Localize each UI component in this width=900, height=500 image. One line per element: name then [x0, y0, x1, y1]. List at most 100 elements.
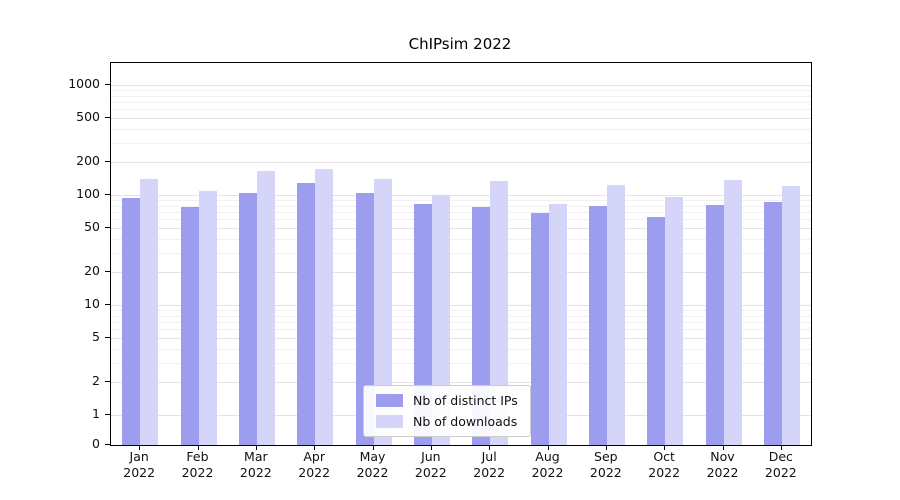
legend-swatch-downloads — [376, 415, 403, 428]
gridline-major — [111, 338, 811, 340]
x-tick-year: 2022 — [414, 465, 447, 480]
bar-downloads-nov — [723, 179, 742, 445]
y-tick-label: 20 — [84, 262, 100, 278]
x-tick-mark — [139, 445, 141, 450]
gridline-minor — [111, 142, 811, 144]
y-tick-label: 1 — [92, 406, 100, 421]
legend-label-distinct-ips: Nb of distinct IPs — [413, 393, 518, 408]
x-tick-month: Oct — [653, 449, 675, 464]
bar-distinct-ips-aug — [530, 213, 549, 445]
x-tick-mark — [489, 445, 491, 450]
x-tick-label: Mar 2022 — [224, 449, 288, 481]
y-tick-mark — [105, 194, 110, 195]
bar-downloads-apr — [315, 169, 334, 445]
x-tick-mark — [605, 445, 607, 450]
gridline-minor — [111, 200, 811, 202]
x-tick-month: Apr — [303, 449, 325, 464]
gridline-minor — [111, 219, 811, 221]
x-tick-year: 2022 — [123, 465, 156, 480]
x-tick-label: Jul 2022 — [457, 449, 521, 481]
x-tick-mark — [547, 445, 549, 450]
gridline-major — [111, 228, 811, 230]
x-tick-year: 2022 — [648, 465, 681, 480]
gridline-minor — [111, 310, 811, 312]
legend-item-downloads: Nb of downloads — [376, 414, 518, 429]
y-tick-label: 100 — [76, 186, 100, 201]
x-tick-mark — [197, 445, 199, 450]
bar-downloads-jul — [490, 181, 509, 445]
bar-downloads-oct — [665, 196, 684, 445]
x-tick-year: 2022 — [589, 465, 622, 480]
legend-label-downloads: Nb of downloads — [413, 414, 518, 429]
chart-title: ChIPsim 2022 — [408, 35, 512, 53]
gridline-minor — [111, 128, 811, 130]
bar-downloads-sep — [606, 185, 625, 445]
x-tick-mark — [780, 445, 782, 450]
y-tick-mark — [105, 337, 110, 339]
gridline-minor — [111, 212, 811, 214]
bar-distinct-ips-dec — [763, 202, 782, 445]
x-tick-label: Apr 2022 — [282, 449, 346, 481]
bar-distinct-ips-oct — [647, 217, 666, 445]
y-tick-label: 1000 — [68, 76, 100, 91]
bar-downloads-jan — [140, 178, 159, 445]
x-tick-mark — [664, 445, 666, 450]
gridline-minor — [111, 95, 811, 97]
legend-item-distinct-ips: Nb of distinct IPs — [376, 393, 518, 408]
legend: Nb of distinct IPs Nb of downloads — [363, 385, 531, 437]
gridline-minor — [111, 205, 811, 207]
y-tick-mark — [105, 270, 110, 272]
x-tick-label: Sep 2022 — [574, 449, 638, 481]
bar-distinct-ips-apr — [297, 182, 316, 445]
bar-distinct-ips-mar — [238, 192, 257, 445]
bar-downloads-feb — [198, 191, 217, 445]
bar-distinct-ips-jun — [413, 203, 432, 445]
gridline-minor — [111, 362, 811, 364]
x-tick-month: Aug — [535, 449, 560, 464]
bar-distinct-ips-jan — [122, 197, 141, 445]
gridline-minor — [111, 322, 811, 324]
bar-downloads-may — [373, 178, 392, 445]
y-tick-mark — [105, 160, 110, 162]
y-tick-mark — [105, 84, 110, 85]
bar-distinct-ips-sep — [588, 205, 607, 445]
x-tick-year: 2022 — [181, 465, 214, 480]
bar-distinct-ips-may — [355, 192, 374, 445]
bar-distinct-ips-nov — [705, 204, 724, 445]
x-tick-year: 2022 — [531, 465, 564, 480]
gridline-major — [111, 85, 811, 86]
x-tick-label: May 2022 — [341, 449, 405, 481]
gridline-major — [111, 195, 811, 196]
x-tick-label: Oct 2022 — [632, 449, 696, 481]
x-tick-month: Feb — [186, 449, 209, 464]
x-tick-month: May — [359, 449, 386, 464]
y-tick-label: 0 — [92, 436, 100, 451]
y-tick-mark — [105, 380, 110, 382]
y-tick-mark — [105, 444, 110, 445]
x-tick-year: 2022 — [356, 465, 389, 480]
x-tick-year: 2022 — [764, 465, 797, 480]
x-tick-month: Jul — [481, 449, 497, 464]
gridline-major — [111, 271, 811, 273]
gridline-minor — [111, 238, 811, 240]
x-tick-label: Dec 2022 — [749, 449, 813, 481]
bar-downloads-dec — [781, 185, 800, 445]
gridline-minor — [111, 102, 811, 104]
y-tick-mark — [105, 227, 110, 229]
x-tick-month: Dec — [768, 449, 793, 464]
x-tick-label: Jan 2022 — [107, 449, 171, 481]
y-tick-label: 500 — [76, 109, 100, 125]
bar-downloads-aug — [548, 203, 567, 445]
gridline-major — [111, 118, 811, 120]
gridline-minor — [111, 90, 811, 92]
x-tick-mark — [372, 445, 374, 450]
x-tick-month: Jun — [421, 449, 441, 464]
x-tick-year: 2022 — [473, 465, 506, 480]
y-tick-mark — [105, 304, 110, 305]
y-tick-label: 5 — [92, 329, 100, 345]
gridline-minor — [111, 252, 811, 254]
bar-downloads-mar — [256, 171, 275, 445]
x-tick-month: Sep — [594, 449, 618, 464]
x-tick-year: 2022 — [706, 465, 739, 480]
gridline-major — [111, 305, 811, 306]
